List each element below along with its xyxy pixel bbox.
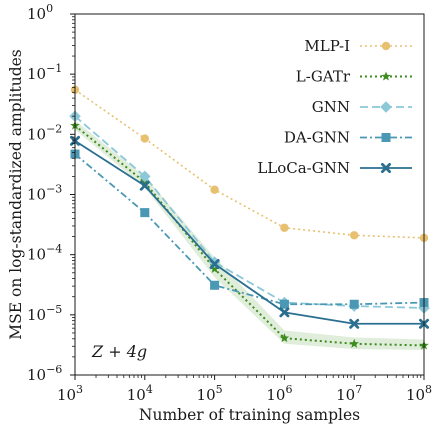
legend-label: GNN [312, 98, 350, 116]
x-tick-label: 108 [406, 383, 432, 404]
y-tick-exponent: −5 [46, 303, 62, 316]
x-tick-exponent: 5 [216, 383, 223, 396]
y-tick-exponent: 0 [46, 2, 53, 15]
y-tick-label: 10−1 [27, 62, 62, 83]
legend-marker [381, 71, 391, 81]
x-tick-exponent: 3 [76, 383, 83, 396]
x-tick-label: 105 [197, 383, 223, 404]
x-tick-label: 104 [127, 383, 153, 404]
y-axis-label: MSE on log-standardized amplitudes [7, 49, 25, 340]
y-tick-exponent: −2 [46, 122, 62, 135]
data-point [350, 231, 359, 240]
series-line [74, 89, 425, 239]
x-marker-stroke [380, 162, 392, 174]
x-axis-label: Number of training samples [139, 406, 360, 424]
x-tick-exponent: 4 [146, 383, 153, 396]
x-tick-label: 103 [57, 383, 83, 404]
data-point [209, 258, 220, 269]
y-tick-label: 100 [27, 2, 53, 23]
y-tick-exponent: −1 [46, 62, 62, 75]
y-tick-exponent: −6 [46, 363, 62, 376]
data-point [280, 223, 289, 232]
legend-label: LLoCa-GNN [257, 159, 350, 177]
data-point [279, 333, 290, 343]
data-point [139, 170, 151, 183]
data-point [140, 134, 149, 143]
data-point [210, 280, 220, 290]
y-tick-label: 10−6 [27, 363, 62, 384]
data-point [139, 180, 150, 191]
legend-marker [381, 41, 391, 51]
data-point [349, 338, 359, 348]
x-tick-label: 106 [266, 383, 292, 404]
series-line [74, 124, 425, 347]
y-tick-label: 10−5 [27, 303, 62, 324]
y-tick-label: 10−3 [27, 183, 62, 204]
x-marker-stroke [279, 307, 290, 318]
legend-label: MLP-I [304, 37, 350, 55]
x-marker-stroke [209, 258, 220, 269]
x-tick-exponent: 7 [355, 383, 362, 396]
y-tick-label: 10−2 [27, 122, 62, 143]
x-marker-stroke [139, 180, 150, 191]
x-tick-exponent: 6 [285, 383, 292, 396]
series-line [74, 140, 424, 325]
legend-marker [380, 101, 392, 113]
plot-frame [74, 13, 425, 376]
y-tick-exponent: −3 [46, 183, 62, 196]
legend-marker [380, 162, 392, 174]
series-mlp-i [70, 85, 429, 243]
legend-label: DA-GNN [284, 129, 350, 147]
x-marker-stroke [349, 318, 360, 329]
x-tick-label: 107 [336, 383, 362, 404]
legend-label: L-GATr [296, 68, 351, 86]
x-tick-exponent: 8 [425, 383, 432, 396]
uncertainty-bands [75, 120, 424, 351]
series-l-gatr [70, 120, 429, 350]
y-tick-label: 10−4 [27, 243, 62, 264]
data-point [349, 299, 359, 309]
series-band [75, 120, 424, 351]
data-point [279, 299, 289, 309]
series-line [74, 153, 425, 306]
y-tick-exponent: −4 [46, 243, 62, 256]
data-point [210, 185, 219, 194]
data-point [349, 318, 360, 329]
series-line [74, 115, 425, 309]
data-point [140, 208, 150, 218]
process-annotation: Z + 4g [91, 342, 147, 361]
data-point [279, 307, 290, 318]
data-point [209, 263, 220, 273]
series-gnn [69, 110, 430, 314]
legend-marker [381, 133, 391, 142]
legend: MLP-I L-GATr GNN DA-GNN LLoCa-GNN [257, 37, 412, 177]
